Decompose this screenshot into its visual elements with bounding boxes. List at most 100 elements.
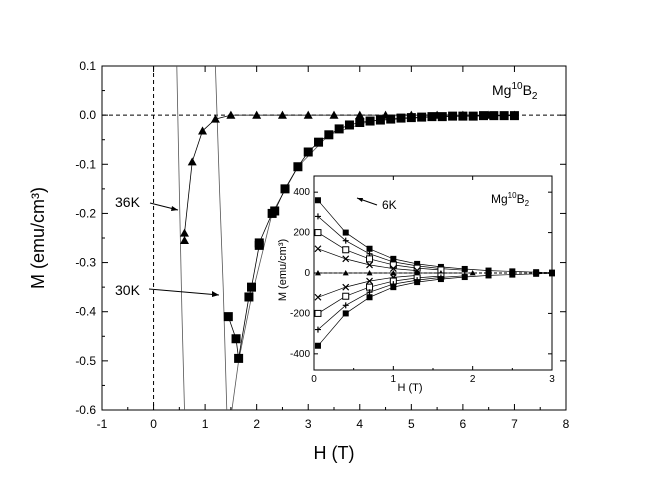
inset-y-tick-label: 0 <box>304 268 310 279</box>
inset-data-point <box>390 284 397 291</box>
main-y-tick-label: -0.1 <box>75 157 96 171</box>
inset-data-point <box>342 310 349 317</box>
inset-data-point <box>509 268 516 275</box>
data-point <box>344 120 354 130</box>
data-point <box>314 137 324 147</box>
main-x-tick-label: 3 <box>305 417 312 431</box>
data-point <box>277 110 287 119</box>
data-point <box>270 206 280 216</box>
data-point <box>489 111 499 121</box>
inset-y-tick-label: -200 <box>290 308 310 319</box>
main-x-tick-label: 2 <box>253 417 260 431</box>
data-point <box>375 115 385 125</box>
inset-data-point <box>414 279 421 286</box>
inset-data-point <box>314 245 322 253</box>
inset-y-tick-label: -400 <box>290 349 310 360</box>
inset-annotation-6k-arrowhead <box>357 198 363 202</box>
main-x-tick-label: 5 <box>408 417 415 431</box>
data-point <box>280 184 290 194</box>
main-x-tick-label: 7 <box>511 417 518 431</box>
data-point <box>231 334 241 344</box>
data-point <box>365 116 375 126</box>
inset-series <box>314 197 555 349</box>
inset-data-point <box>342 270 349 276</box>
inset-data-point <box>342 237 349 244</box>
main-y-tick-label: -0.5 <box>75 354 96 368</box>
main-y-tick-label: -0.3 <box>75 256 96 270</box>
inset-data-point <box>533 270 540 277</box>
data-point <box>417 112 427 122</box>
main-guide-curve-30k-low <box>215 65 228 411</box>
data-point <box>226 110 236 119</box>
inset-data-point <box>366 245 373 252</box>
data-point <box>334 124 344 134</box>
main-y-axis-label: M (emu/cm³) <box>28 187 48 289</box>
annotation-30k-arrowhead <box>212 291 219 297</box>
inset-series-line <box>317 275 441 314</box>
main-x-tick-label: 1 <box>202 417 209 431</box>
data-point <box>303 147 313 157</box>
inset-data-point <box>342 283 350 291</box>
inset-x-tick-label: 1 <box>391 374 397 385</box>
main-guide-curve-36k-low <box>176 65 185 411</box>
annotation-36k: 36K <box>115 194 141 210</box>
data-point <box>223 312 233 322</box>
main-x-axis-label: H (T) <box>314 443 355 463</box>
data-point <box>254 238 264 248</box>
inset-x-tick-label: 0 <box>311 374 317 385</box>
data-point <box>406 113 416 123</box>
main-series <box>179 110 519 363</box>
inset-data-point <box>549 270 555 277</box>
inset-data-point <box>314 342 321 349</box>
inset-x-axis-label: H (T) <box>397 382 422 394</box>
data-point <box>355 110 365 119</box>
data-point <box>198 126 208 135</box>
inset-data-point <box>314 197 321 204</box>
data-point <box>427 112 437 122</box>
inset-data-point <box>485 272 492 279</box>
main-x-tick-label: 0 <box>150 417 157 431</box>
inset-data-point <box>314 213 321 220</box>
inset-data-point <box>314 309 322 317</box>
inset-data-point <box>342 255 350 263</box>
inset-data-point <box>366 277 373 285</box>
inset-y-tick-label: 400 <box>293 187 310 198</box>
data-point <box>396 113 406 123</box>
data-point <box>509 111 519 121</box>
inset-x-tick-label: 2 <box>470 374 476 385</box>
data-point <box>303 110 313 119</box>
data-point <box>244 292 254 302</box>
inset-series-3 <box>314 245 421 274</box>
data-point <box>324 130 334 140</box>
inset-y-axis-label: M (emu/cm³) <box>277 239 289 301</box>
main-x-tick-label: 4 <box>356 417 363 431</box>
inset-data-point <box>314 229 322 237</box>
main-y-tick-label: -0.4 <box>75 305 96 319</box>
inset-series-8 <box>314 270 555 349</box>
data-point <box>179 235 189 245</box>
data-point <box>468 111 478 121</box>
inset-data-point <box>314 326 321 333</box>
inset-data-point <box>389 265 397 272</box>
data-point <box>458 111 468 121</box>
inset-data-point <box>461 274 468 281</box>
main-tick-labels: -1 0 1 2 3 4 5 6 7 8 -0.6 -0.5 -0.4 -0.3 -0.2 -0.1 0.0 0.… <box>75 59 569 431</box>
main-sample-label: Mg10B2 <box>492 81 538 102</box>
data-point <box>179 228 189 237</box>
inset-data-point <box>509 271 516 278</box>
data-point <box>252 110 262 119</box>
main-series-1 <box>223 111 519 363</box>
data-point <box>448 111 458 121</box>
inset-data-point <box>314 293 322 301</box>
inset-tick-labels: 0 1 2 3 -400 -200 0 200 400 <box>290 187 555 385</box>
data-point <box>355 118 365 128</box>
annotation-30k-arrow <box>148 288 220 296</box>
data-point <box>247 282 257 292</box>
inset-data-point <box>342 246 350 254</box>
inset-data-point <box>390 255 397 262</box>
annotation-30k: 30K <box>115 282 141 298</box>
annotation-36k-arrowhead <box>171 206 178 211</box>
inset-data-point <box>366 289 373 296</box>
data-point <box>479 111 489 121</box>
